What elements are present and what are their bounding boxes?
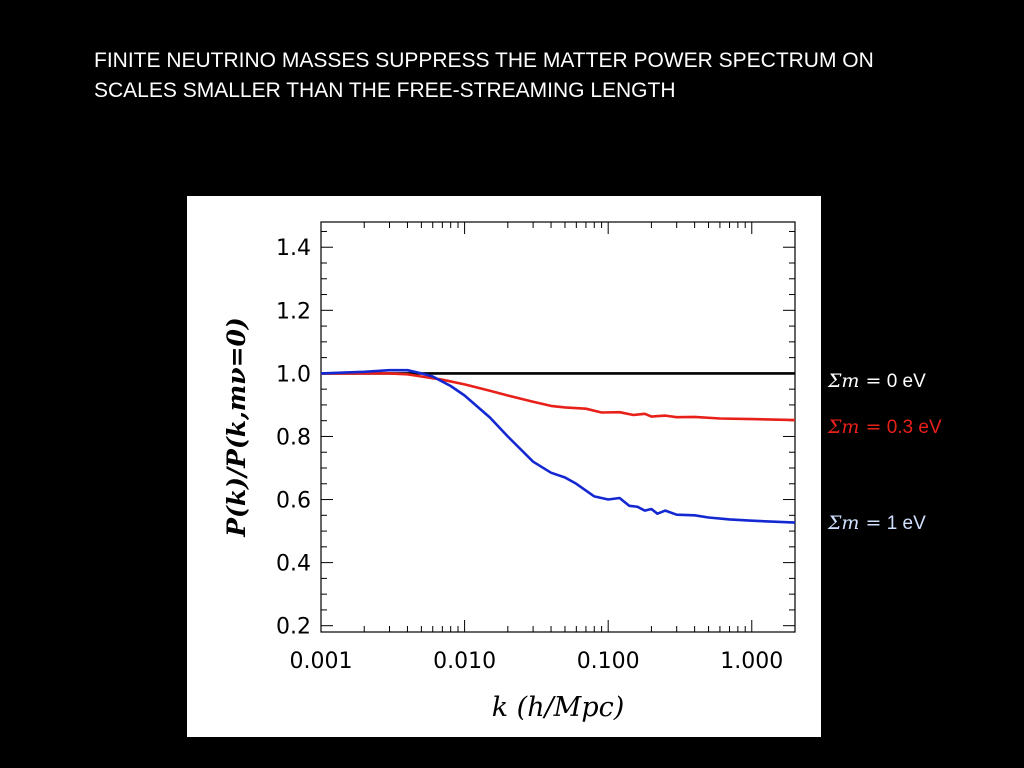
series-line-1ev — [320, 368, 796, 524]
x-tick-label: 0.100 — [577, 649, 640, 674]
legend-item-0-3ev: Σm = 0.3 eV — [828, 416, 942, 439]
x-axis-label: k (h/Mpc) — [492, 692, 625, 723]
x-tick-label: 0.010 — [433, 649, 496, 674]
y-tick-label: 1.0 — [276, 362, 311, 387]
y-axis-label: P(k)/P(k,mν=0) — [222, 317, 251, 538]
y-tick-label: 0.6 — [276, 489, 311, 514]
plot-panel: 0.001 0.010 0.100 1.000 0.2 0.4 0.6 0.8 1.0 1.2 1.… — [187, 196, 821, 737]
plot-frame — [320, 221, 796, 633]
power-spectrum-ratio-chart: 0.001 0.010 0.100 1.000 0.2 0.4 0.6 0.8 1.0 1.2 1.… — [222, 221, 796, 723]
legend-value: 1 eV — [886, 513, 926, 534]
series-line-0-3ev — [321, 372, 796, 422]
y-tick-label: 1.2 — [276, 299, 311, 324]
legend-value: 0 eV — [886, 371, 926, 392]
legend-prefix: Σm = — [828, 512, 882, 534]
legend-prefix: Σm = — [828, 416, 882, 438]
y-tick-label: 0.2 — [276, 615, 311, 640]
y-tick-label: 0.4 — [276, 552, 311, 577]
y-tick-label: 0.8 — [276, 425, 311, 450]
x-tick-label: 1.000 — [720, 649, 783, 674]
slide-title: FINITE NEUTRINO MASSES SUPPRESS THE MATT… — [94, 49, 874, 102]
legend-value: 0.3 eV — [886, 417, 942, 438]
legend-item-1ev: Σm = 1 eV — [828, 512, 926, 535]
legend-item-massless: Σm = 0 eV — [828, 370, 926, 393]
legend-prefix: Σm = — [828, 370, 882, 392]
x-tick-label: 0.001 — [290, 649, 353, 674]
y-tick-label: 1.4 — [276, 236, 311, 261]
